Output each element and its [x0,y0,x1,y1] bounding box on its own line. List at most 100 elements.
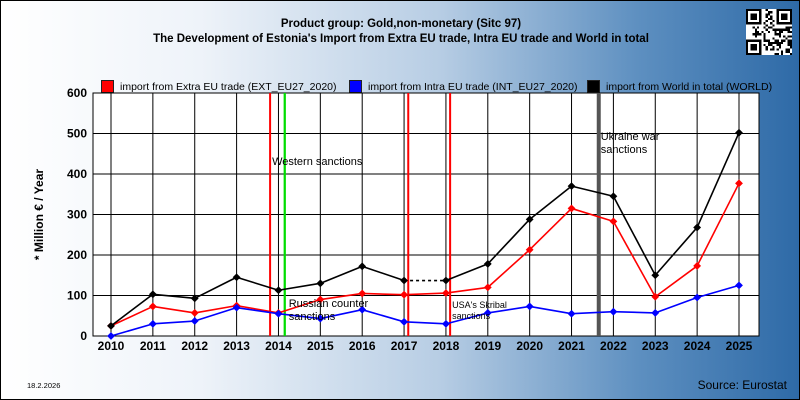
series-line-segment [404,321,446,325]
data-point [483,309,492,317]
data-point [483,260,492,268]
series-line-segment [487,218,531,265]
series-line-segment [445,286,488,294]
data-point [693,223,702,232]
annotation-label: Ukraine war sanctions [601,131,660,156]
series-line-segment [487,249,531,288]
series-line-segment [529,305,572,315]
y-tick-label: 500 [67,127,87,141]
data-point [525,302,534,311]
data-point [358,305,367,314]
series-line-segment [654,265,698,298]
data-point [442,319,450,328]
series-line-segment [152,293,195,300]
data-point [358,289,367,298]
chart-titles: Product group: Gold,non-monetary (Sitc 9… [1,17,799,47]
chart-legend: import from Extra EU trade (EXT_EU27_202… [1,77,799,95]
x-tick-label: 2015 [307,339,334,353]
data-point [190,294,199,303]
series-line-segment [404,292,446,296]
series-line-segment [110,293,154,327]
data-point [735,128,743,137]
data-point [609,307,618,316]
data-point [148,319,157,328]
series-line-segment [529,207,573,251]
x-tick-label: 2019 [474,339,501,353]
data-point [525,215,534,224]
y-tick-label: 200 [67,248,87,262]
y-tick-label: 300 [67,208,87,222]
x-tick-label: 2013 [223,339,250,353]
data-point [400,317,408,326]
series-line-segment [236,276,279,291]
data-point [148,302,157,311]
x-tick-label: 2018 [433,339,460,353]
data-point [400,276,408,285]
chart-title-line-2: The Development of Estonia's Import from… [153,33,649,45]
series-line-segment [612,195,656,276]
legend-item: import from Intra EU trade (INT_EU27_202… [349,80,578,93]
series-line-segment [110,323,154,337]
legend-item: import from Extra EU trade (EXT_EU27_202… [101,80,337,93]
series-line-segment [696,132,740,228]
data-point [693,293,702,302]
x-tick-label: 2023 [642,339,669,353]
series-line-segment [696,284,740,299]
series-line-segment [696,182,740,267]
data-point [651,271,660,280]
series-line-segment [654,226,698,276]
series-line-segment [194,306,237,322]
legend-label: import from Extra EU trade (EXT_EU27_202… [120,80,337,93]
annotation-label: USA's Skribal sanctions [452,300,507,321]
data-point [442,289,450,297]
series-line-segment [613,310,656,314]
y-tick-label: 400 [67,167,87,181]
source-label: Source: Eurostat [697,378,787,392]
data-point [651,309,660,317]
series-line-segment [152,320,195,325]
data-point [148,290,157,299]
data-point [483,283,492,292]
series-line-segment [278,282,321,292]
chart-title-line-1: Product group: Gold,non-monetary (Sitc 9… [280,18,522,30]
series-line-segment [361,308,405,323]
y-tick-label: 100 [67,289,87,303]
series-line-segment [152,305,195,314]
series-line-segment [654,296,698,314]
data-point [274,286,283,295]
data-point [651,292,660,301]
data-point [735,281,743,290]
data-point [232,273,241,282]
data-point [567,204,576,213]
annotation-label: Western sanctions [272,156,363,168]
data-point [609,217,618,226]
x-tick-label: 2014 [265,339,292,353]
data-point [735,179,743,188]
annotation-label: Russian counter sanctions [289,298,369,323]
data-point [232,303,241,312]
series-line-segment [110,305,154,327]
data-point [693,262,702,270]
series-line-segment [278,298,321,314]
x-tick-label: 2016 [349,339,376,353]
data-point [400,290,408,299]
data-point [525,245,534,254]
qr-code-icon [746,9,792,55]
data-point [107,332,115,340]
series-line-segment [236,304,279,314]
series-line-segment [194,276,237,300]
x-tick-label: 2021 [558,339,585,353]
series-line-segment [361,265,405,282]
data-point [190,317,199,325]
series-line-segment [571,207,614,223]
legend-label: import from Intra EU trade (INT_EU27_202… [368,80,578,93]
data-point [107,321,115,330]
x-tick-label: 2011 [140,339,166,353]
x-tick-label: 2012 [181,339,208,353]
x-tick-label: 2020 [516,339,543,353]
legend-label: import from World in total (WORLD) [606,80,773,93]
series-line-segment [320,292,363,301]
legend-item: import from World in total (WORLD) [587,80,772,93]
